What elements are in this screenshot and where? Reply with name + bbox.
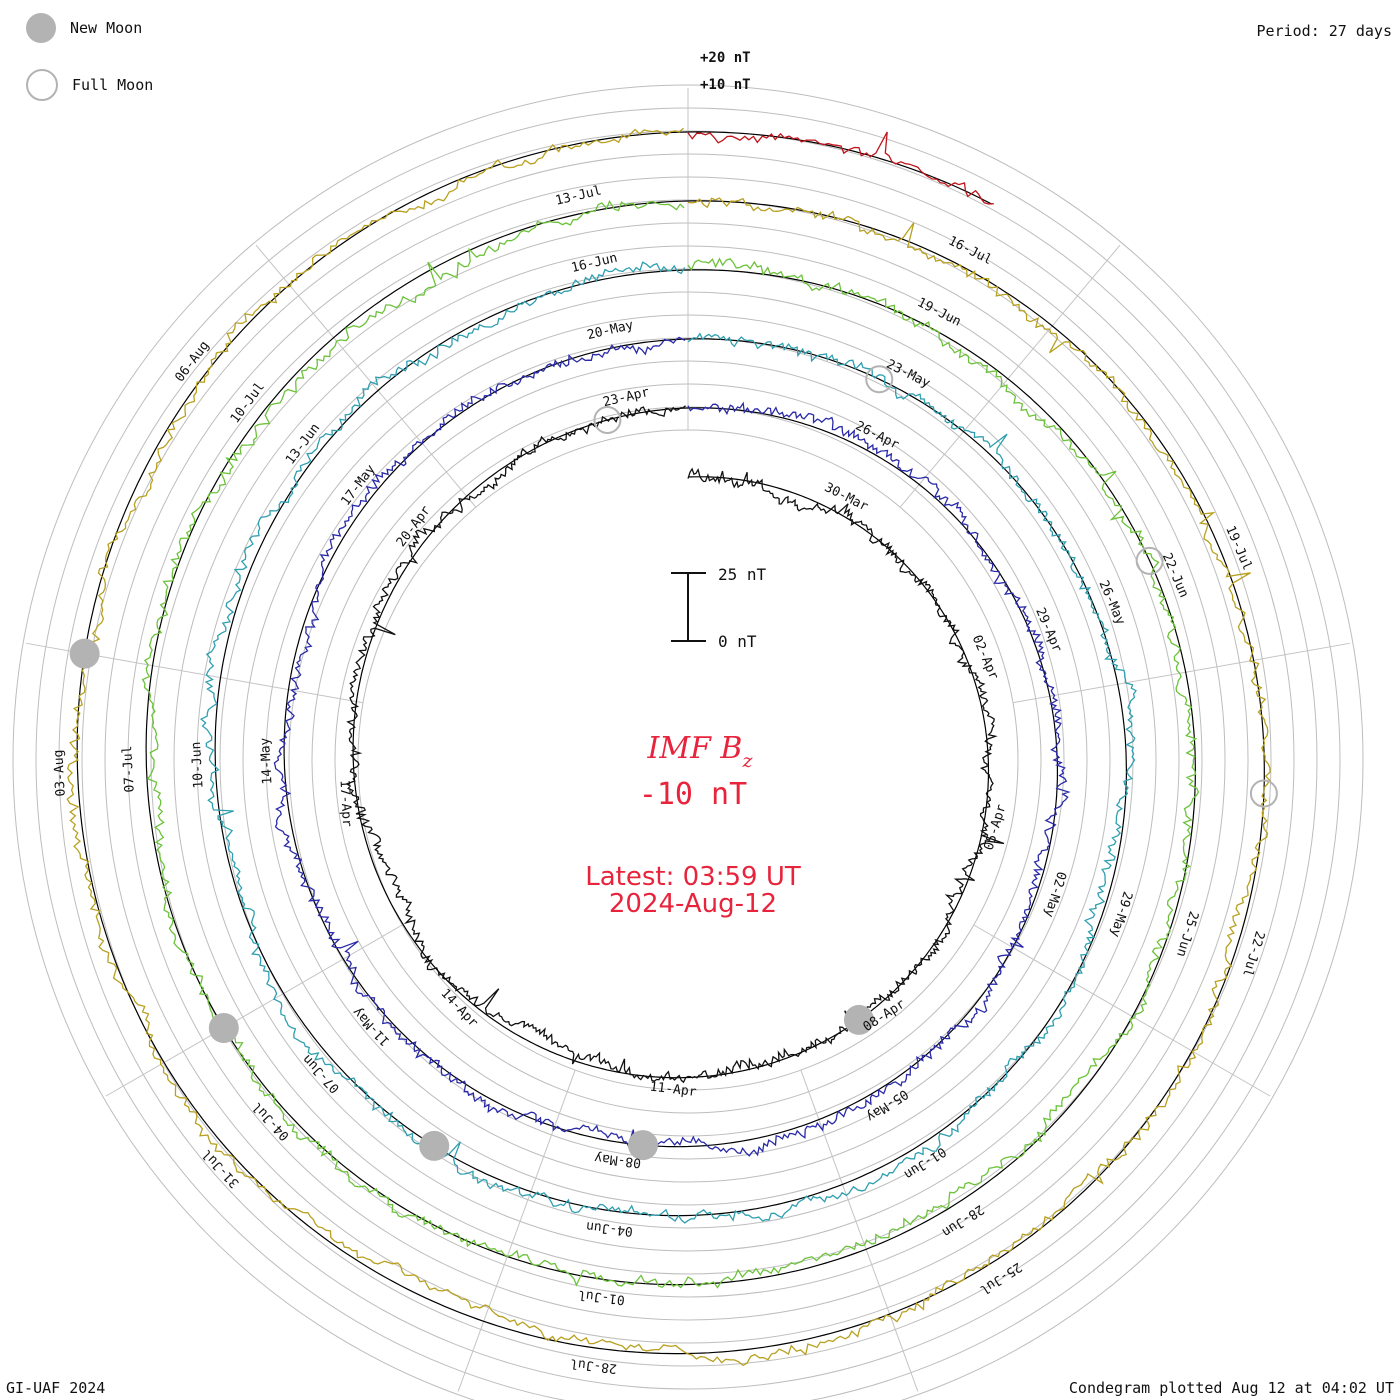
- full-moon-label: Full Moon: [72, 76, 154, 94]
- grid-spoke: [973, 924, 1271, 1097]
- bz-trace-turn-6: [687, 131, 994, 205]
- ring-label-10: +10 nT: [700, 77, 751, 93]
- grid-spoke: [105, 924, 403, 1097]
- bz-trace-turn-1: [345, 405, 1005, 1084]
- latest-time: Latest: 03:59 UT: [585, 862, 801, 892]
- moon-markers: [69, 365, 1278, 1161]
- grid-spoke: [457, 1069, 576, 1392]
- scale-top-label: 25 nT: [718, 565, 767, 584]
- date-label: 14-May: [258, 737, 276, 785]
- period-label: Period: 27 days: [1256, 22, 1392, 40]
- plotted-label: Condegram plotted Aug 12 at 04:02 UT: [1068, 1379, 1394, 1397]
- reference-spiral-line: [76, 131, 1265, 1355]
- date-label: 13-Jun: [283, 421, 323, 468]
- date-label: 11-Apr: [649, 1080, 698, 1100]
- new-moon-marker: [419, 1130, 450, 1161]
- new-moon-icon: [26, 13, 56, 43]
- date-label: 11-May: [350, 1004, 393, 1049]
- date-label: 02-Apr: [969, 633, 1001, 682]
- ring-label-20: +20 nT: [700, 50, 751, 66]
- date-label: 19-Jul: [1222, 524, 1254, 573]
- date-label: 01-Jul: [577, 1287, 625, 1307]
- date-label: 04-Jun: [585, 1218, 633, 1238]
- date-label: 07-Jul: [120, 745, 138, 793]
- new-moon-marker: [843, 1004, 874, 1035]
- bz-trace-turn-4: [141, 199, 1200, 1289]
- date-label: 05-May: [863, 1086, 911, 1124]
- date-label: 17-May: [338, 462, 378, 509]
- legend-full-moon: Full Moon: [26, 69, 153, 101]
- bz-trace-turn-2: [273, 336, 1071, 1157]
- grid-ring: [12, 84, 1364, 1400]
- new-moon-marker: [208, 1013, 239, 1043]
- full-moon-marker: [1249, 779, 1278, 808]
- bz-trace-turn-3: [199, 261, 1137, 1224]
- chart-title-main: IMF B: [647, 731, 743, 766]
- full-moon-marker: [1135, 546, 1164, 575]
- reference-line-label: -10 nT: [639, 777, 747, 812]
- date-label: 01-Jun: [901, 1144, 948, 1182]
- reference-spiral: [76, 131, 1265, 1355]
- date-label: 28-Jun: [939, 1201, 986, 1239]
- date-label: 08-May: [593, 1150, 642, 1170]
- grid-spoke: [800, 1069, 919, 1392]
- grid-spoke: [255, 244, 477, 508]
- date-label: 22-Jun: [1159, 551, 1191, 600]
- date-label: 29-Apr: [1032, 606, 1064, 655]
- date-label: 04-Jul: [250, 1099, 293, 1143]
- grid-spokes: [26, 88, 1350, 1392]
- date-label: 10-Jul: [228, 380, 268, 427]
- bz-traces: [66, 127, 1271, 1367]
- full-moon-icon: [26, 69, 58, 101]
- credit-label: GI-UAF 2024: [6, 1379, 106, 1397]
- full-moon-marker: [593, 405, 622, 434]
- grid-spoke: [1012, 642, 1350, 704]
- date-label: 28-Jul: [569, 1355, 617, 1375]
- latest-date: 2024-Aug-12: [609, 889, 777, 919]
- bz-trace-turn-5: [66, 127, 1271, 1367]
- new-moon-marker: [69, 638, 100, 669]
- date-label: 17-Apr: [336, 780, 354, 828]
- date-label: 10-Jun: [189, 741, 207, 789]
- date-label: 06-Aug: [172, 338, 212, 385]
- chart-title: IMF Bz: [647, 731, 754, 772]
- date-label: 16-Jul: [946, 234, 995, 269]
- scale-bar: 25 nT 0 nT: [671, 565, 767, 651]
- new-moon-label: New Moon: [70, 19, 143, 37]
- legend-new-moon: New Moon: [26, 13, 142, 43]
- scale-bottom-label: 0 nT: [718, 632, 757, 651]
- grid-spoke: [899, 244, 1121, 508]
- chart-title-subscript: z: [741, 750, 753, 772]
- full-moon-marker: [865, 365, 894, 394]
- date-label: 03-Aug: [51, 749, 69, 797]
- new-moon-marker: [627, 1130, 658, 1161]
